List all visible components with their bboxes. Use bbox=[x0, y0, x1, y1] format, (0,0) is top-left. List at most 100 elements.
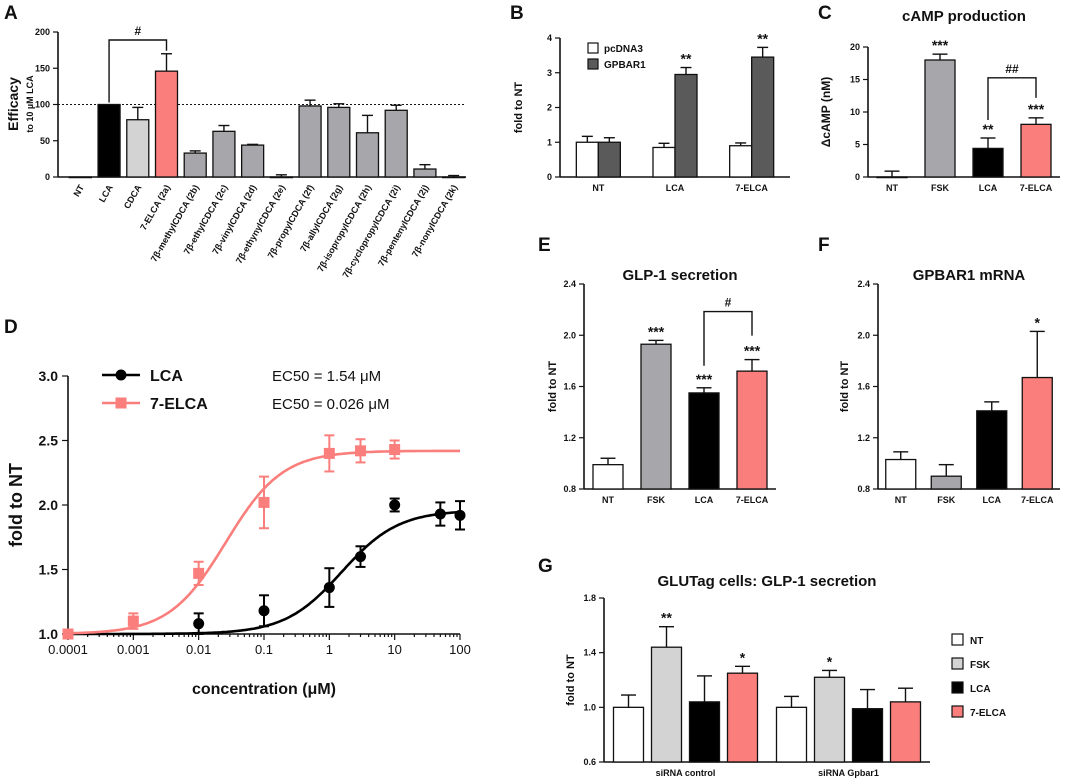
ec50-label: EC50 = 1.54 μM bbox=[272, 368, 381, 385]
y-tick-label: 1.0 bbox=[39, 626, 59, 642]
bar bbox=[298, 105, 322, 178]
legend-swatch bbox=[951, 705, 964, 718]
bar bbox=[1021, 376, 1053, 490]
x-tick-label: 7-ELCA bbox=[1020, 183, 1053, 193]
x-tick-label: 7-ELCA bbox=[736, 495, 769, 505]
data-point bbox=[389, 499, 401, 511]
panel-d: D 1.0 1.5 2.0 2.5 3.0 0.0001 0.001 0.01 0.1 1 10 100… bbox=[4, 317, 471, 698]
bar bbox=[851, 708, 884, 763]
significance-label: ** bbox=[757, 30, 768, 46]
data-point bbox=[127, 615, 139, 627]
y-axis-label: fold to NT bbox=[513, 82, 525, 134]
y-tick-label: 150 bbox=[35, 63, 50, 73]
bar bbox=[876, 176, 908, 179]
bar bbox=[154, 70, 179, 178]
significance-label: *** bbox=[648, 323, 665, 339]
chart-title: GLUTag cells: GLP-1 secretion bbox=[658, 573, 877, 590]
legend-label: GPBAR1 bbox=[604, 60, 646, 71]
y-tick-label: 15 bbox=[850, 75, 860, 85]
bar bbox=[652, 146, 676, 178]
panel-label: C bbox=[818, 3, 832, 24]
y-tick-label: 100 bbox=[35, 100, 50, 110]
bar bbox=[269, 176, 294, 179]
bar bbox=[640, 343, 672, 490]
ec50-label: EC50 = 0.026 μM bbox=[272, 396, 389, 413]
significance-label: # bbox=[725, 296, 732, 310]
bar bbox=[441, 176, 466, 179]
y-axis-label: fold to NT bbox=[6, 463, 26, 547]
bar bbox=[592, 464, 624, 490]
y-tick-label: 0 bbox=[45, 172, 50, 182]
legend-label: pcDNA3 bbox=[604, 44, 643, 55]
x-tick-label: LCA bbox=[979, 183, 998, 193]
x-axis-label: concentration (μM) bbox=[192, 681, 336, 698]
y-axis-label: Efficacy bbox=[5, 77, 21, 131]
bar bbox=[775, 706, 808, 763]
y-axis-label: fold to NT bbox=[547, 361, 559, 413]
legend-marker bbox=[115, 397, 127, 409]
y-tick-label: 1.4 bbox=[583, 648, 596, 658]
legend-swatch bbox=[587, 42, 599, 54]
bar bbox=[212, 130, 236, 178]
bar bbox=[183, 152, 207, 178]
x-tick-label: 7β-pentenylCDCA (2j) bbox=[376, 183, 431, 268]
bar bbox=[729, 145, 753, 178]
bar bbox=[327, 106, 351, 178]
y-tick-label: 2.4 bbox=[857, 279, 870, 289]
y-tick-label: 200 bbox=[35, 27, 50, 37]
x-tick-label: 7β-cyclopropylCDCA (2i) bbox=[340, 183, 402, 280]
y-axis-label: fold to NT bbox=[839, 361, 851, 413]
significance-bracket bbox=[703, 310, 753, 366]
y-axis-label: ΔcAMP (nM) bbox=[819, 77, 833, 147]
data-point bbox=[258, 496, 270, 508]
legend-swatch bbox=[587, 58, 599, 70]
y-tick-label: 0 bbox=[855, 172, 860, 182]
y-tick-label: 1.0 bbox=[583, 702, 596, 712]
x-tick-label: LCA bbox=[666, 183, 685, 193]
data-point bbox=[62, 628, 74, 640]
x-tick-label: NT bbox=[592, 183, 604, 193]
bar bbox=[597, 141, 621, 178]
x-tick-label: siRNA Gpbar1 bbox=[818, 768, 879, 778]
y-tick-label: 2 bbox=[547, 103, 552, 113]
y-tick-label: 10 bbox=[850, 107, 860, 117]
x-tick-label: NT bbox=[895, 495, 907, 505]
data-point bbox=[454, 509, 466, 521]
bar bbox=[726, 672, 759, 763]
data-point bbox=[193, 567, 205, 579]
panel-label: D bbox=[4, 317, 18, 338]
panel-a: A 0 50 100 150 200 Efficacy to 10 µM LCA NT LCA CD… bbox=[4, 3, 466, 280]
y-tick-label: 1.6 bbox=[857, 382, 870, 392]
legend-label: LCA bbox=[970, 684, 991, 695]
bar bbox=[976, 410, 1008, 490]
y-tick-label: 2.4 bbox=[563, 279, 576, 289]
legend-label: 7-ELCA bbox=[150, 396, 208, 413]
y-tick-label: 0.8 bbox=[857, 484, 870, 494]
x-tick-label: 0.1 bbox=[255, 642, 273, 657]
x-tick-label: 0.01 bbox=[186, 642, 211, 657]
y-axis-label: to 10 µM LCA bbox=[25, 75, 35, 133]
panel-e: E GLP-1 secretion 0.8 1.2 1.6 2.0 2.4 fold to N… bbox=[538, 235, 776, 505]
significance-bracket bbox=[108, 39, 168, 103]
data-point bbox=[389, 444, 401, 456]
y-tick-label: 2.5 bbox=[39, 433, 59, 449]
x-tick-label: 7-ELCA (2a) bbox=[138, 183, 172, 232]
significance-bracket bbox=[987, 77, 1037, 120]
significance-label: * bbox=[827, 653, 833, 669]
x-tick-label: LCA bbox=[97, 183, 115, 204]
significance-label: ## bbox=[1005, 62, 1019, 76]
x-tick-label: 7-ELCA bbox=[1021, 495, 1054, 505]
data-point bbox=[323, 447, 335, 459]
bar bbox=[355, 132, 380, 178]
x-tick-label: 7-ELCA bbox=[735, 183, 768, 193]
x-tick-label: FSK bbox=[937, 495, 956, 505]
x-tick-label: NT bbox=[602, 495, 614, 505]
legend-swatch bbox=[951, 681, 964, 694]
y-tick-label: 2.0 bbox=[39, 497, 59, 513]
y-tick-label: 1.8 bbox=[583, 593, 596, 603]
data-point bbox=[323, 582, 335, 594]
bar bbox=[97, 103, 121, 178]
x-tick-label: CDCA bbox=[122, 183, 144, 211]
bar bbox=[885, 458, 917, 490]
